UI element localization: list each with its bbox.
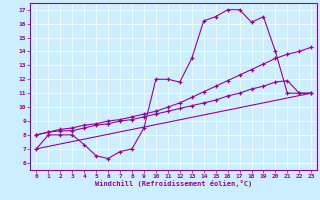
X-axis label: Windchill (Refroidissement éolien,°C): Windchill (Refroidissement éolien,°C) — [95, 180, 252, 187]
